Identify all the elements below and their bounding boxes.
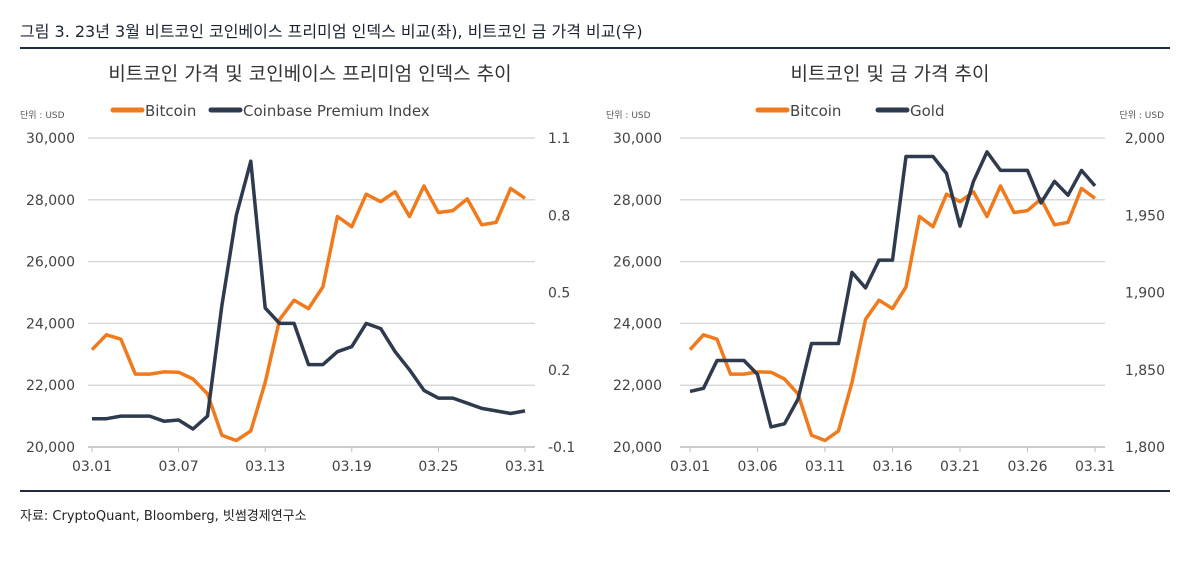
top-rule — [20, 47, 1170, 49]
x-tick-label: 03.13 — [245, 459, 285, 475]
x-tick-label: 03.31 — [1075, 459, 1115, 475]
x-tick-label: 03.06 — [737, 459, 777, 475]
legend-label: Coinbase Premium Index — [243, 102, 430, 120]
y-left-tick-label: 20,000 — [613, 440, 662, 456]
unit-label-left: 단위 : USD — [606, 110, 651, 121]
y-left-tick-label: 22,000 — [26, 378, 75, 394]
source-note: 자료: CryptoQuant, Bloomberg, 빗썸경제연구소 — [20, 509, 307, 524]
y-right-tick-label: 1,950 — [1125, 208, 1165, 224]
y-right-tick-label: 1,900 — [1125, 286, 1165, 302]
unit-label-left: 단위 : USD — [20, 110, 65, 121]
x-tick-label: 03.01 — [72, 459, 112, 475]
y-right-tick-label: -0.1 — [548, 440, 575, 456]
series-line-bitcoin — [90, 184, 526, 443]
series-line-coinbase-premium-index — [92, 159, 526, 431]
y-right-tick-label: 0.2 — [548, 363, 570, 379]
y-left-tick-label: 24,000 — [26, 316, 75, 332]
x-tick-label: 03.11 — [805, 459, 845, 475]
y-left-tick-label: 26,000 — [613, 255, 662, 271]
figure-title: 그림 3. 23년 3월 비트코인 코인베이스 프리미엄 인덱스 비교(좌), … — [20, 22, 643, 41]
y-left-tick-label: 30,000 — [613, 131, 662, 147]
legend-label: Bitcoin — [145, 102, 196, 120]
y-left-tick-label: 28,000 — [613, 193, 662, 209]
y-right-tick-label: 1.1 — [548, 131, 570, 147]
bottom-rule — [20, 490, 1170, 492]
chart-title: 비트코인 가격 및 코인베이스 프리미엄 인덱스 추이 — [108, 63, 511, 85]
series-line-bitcoin — [688, 184, 1097, 443]
x-tick-label: 03.25 — [418, 459, 458, 475]
x-tick-label: 03.31 — [505, 459, 545, 475]
unit-label-right: 단위 : USD — [1119, 110, 1164, 121]
y-left-tick-label: 20,000 — [26, 440, 75, 456]
y-right-tick-label: 1,800 — [1125, 440, 1165, 456]
x-tick-label: 03.16 — [872, 459, 912, 475]
y-right-tick-label: 0.5 — [548, 286, 570, 302]
x-tick-label: 03.07 — [159, 459, 199, 475]
y-right-tick-label: 0.8 — [548, 208, 570, 224]
x-tick-label: 03.19 — [332, 459, 372, 475]
y-left-tick-label: 22,000 — [613, 378, 662, 394]
y-right-tick-label: 2,000 — [1125, 131, 1165, 147]
x-tick-label: 03.21 — [940, 459, 980, 475]
y-left-tick-label: 28,000 — [26, 193, 75, 209]
y-left-tick-label: 26,000 — [26, 255, 75, 271]
chart-title: 비트코인 및 금 가격 추이 — [791, 63, 990, 85]
x-tick-label: 03.01 — [670, 459, 710, 475]
y-left-tick-label: 24,000 — [613, 316, 662, 332]
y-right-tick-label: 1,850 — [1125, 363, 1165, 379]
legend-label: Bitcoin — [790, 102, 841, 120]
legend-label: Gold — [910, 102, 945, 120]
series-line-gold — [689, 150, 1097, 429]
x-tick-label: 03.26 — [1007, 459, 1047, 475]
y-left-tick-label: 30,000 — [26, 131, 75, 147]
